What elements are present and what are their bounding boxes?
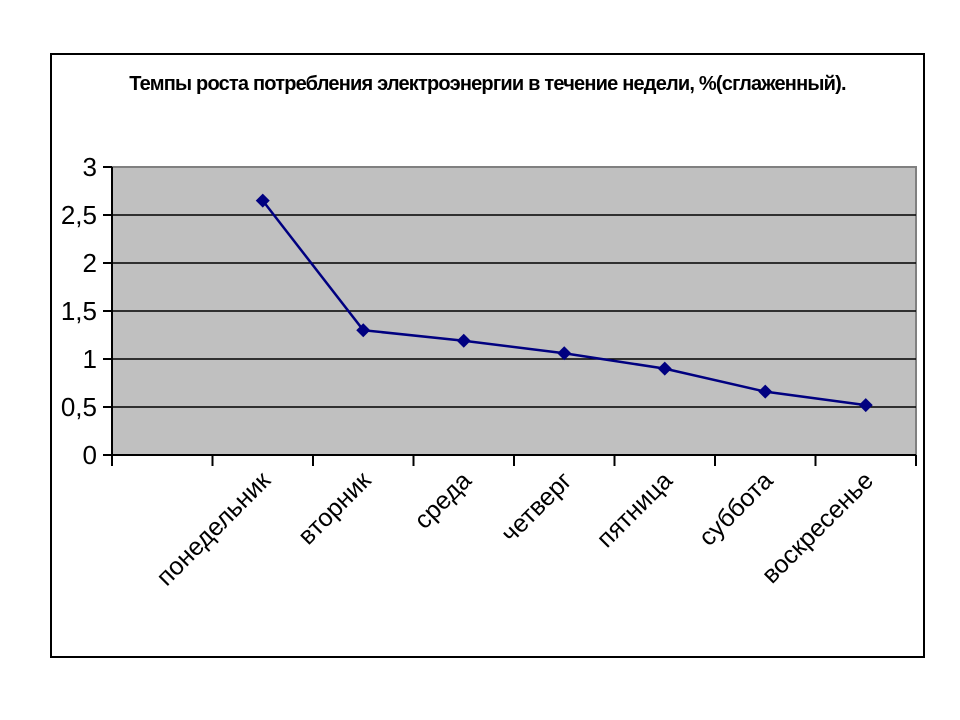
data-point-marker [557, 346, 572, 361]
chart-title: Темпы роста потребления электроэнергии в… [129, 73, 846, 95]
data-point-marker [858, 398, 873, 413]
data-point-marker [456, 333, 471, 348]
y-axis-tick-label: 0,5 [61, 392, 97, 422]
data-point-marker [356, 323, 371, 338]
y-axis-tick-label: 0 [83, 440, 97, 470]
x-axis-category-label: понедельник [151, 466, 277, 592]
y-axis-tick-label: 1 [83, 344, 97, 374]
x-axis-category-label: вторник [293, 466, 377, 550]
data-point-marker [758, 384, 773, 399]
y-axis-tick-label: 1,5 [61, 296, 97, 326]
line-chart-canvas: 0 0,5 1 1,5 2 2,5 3 понедельник вторник среда четв… [61, 152, 917, 592]
data-point-marker [255, 193, 270, 208]
x-axis-category-label: среда [409, 466, 477, 534]
x-axis-category-label: четверг [496, 466, 578, 548]
x-axis-category-label: пятница [591, 466, 678, 553]
y-axis-tick-label: 3 [83, 152, 97, 182]
data-point-marker [657, 361, 672, 376]
y-axis-tick-label: 2 [83, 248, 97, 278]
y-axis-tick-label: 2,5 [61, 200, 97, 230]
chart-frame: Темпы роста потребления электроэнергии в… [50, 53, 925, 658]
x-axis-category-label: суббота [693, 466, 778, 551]
